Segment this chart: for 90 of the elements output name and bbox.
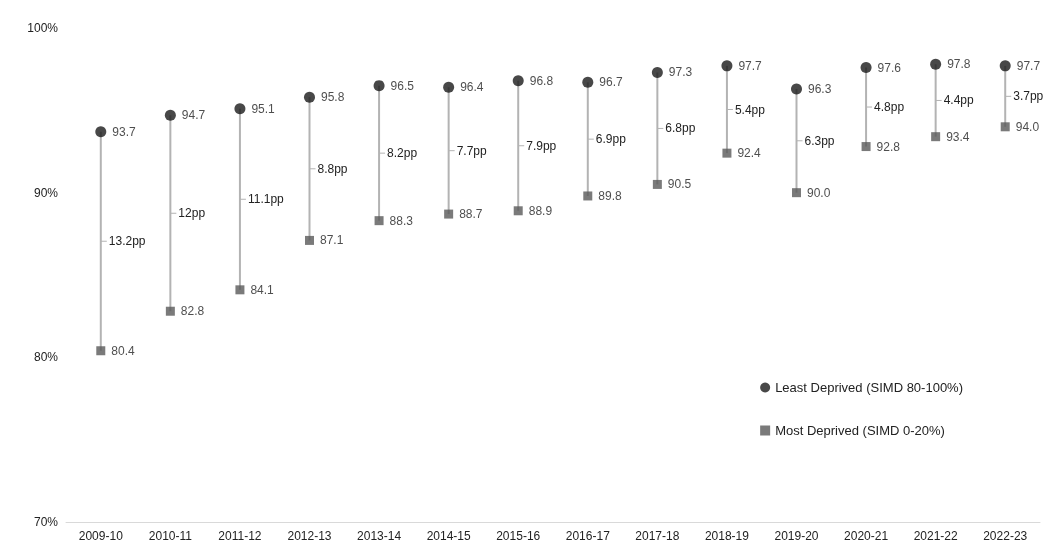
x-tick-label: 2015-16 bbox=[496, 529, 541, 543]
data-label: 96.5 bbox=[390, 78, 415, 93]
data-label: 88.7 bbox=[459, 207, 483, 222]
point bbox=[444, 209, 454, 219]
point bbox=[792, 188, 801, 198]
point bbox=[861, 142, 871, 152]
y-tick-label: 100% bbox=[27, 21, 59, 35]
data-label: 96.4 bbox=[460, 80, 484, 95]
point bbox=[721, 60, 733, 72]
x-tick-label: 2014-15 bbox=[426, 529, 471, 543]
annotation: 4.8pp bbox=[874, 100, 905, 115]
data-label: 93.7 bbox=[112, 124, 136, 139]
data-label: 92.8 bbox=[876, 139, 901, 154]
data-label: 97.7 bbox=[738, 58, 763, 73]
point bbox=[513, 206, 523, 216]
data-label: 97.3 bbox=[668, 65, 693, 80]
x-tick-label: 2020-21 bbox=[844, 529, 889, 543]
point bbox=[931, 132, 941, 142]
data-label: 96.8 bbox=[529, 73, 554, 88]
y-tick-label: 70% bbox=[33, 515, 59, 529]
point bbox=[999, 60, 1011, 72]
x-tick-label: 2022-23 bbox=[983, 529, 1028, 543]
data-label: 94.7 bbox=[181, 108, 206, 123]
annotation: 6.8pp bbox=[665, 121, 696, 136]
x-tick-label: 2013-14 bbox=[357, 529, 402, 543]
x-tick-label: 2017-18 bbox=[635, 529, 680, 543]
x-tick-label: 2010-11 bbox=[148, 529, 193, 543]
annotation: 11.1pp bbox=[247, 192, 285, 207]
data-label: 93.4 bbox=[946, 129, 970, 144]
annotation: 7.7pp bbox=[456, 143, 487, 158]
point bbox=[582, 76, 594, 88]
data-label: 96.7 bbox=[599, 75, 623, 90]
point bbox=[1000, 122, 1010, 132]
data-label: 90.0 bbox=[807, 185, 831, 200]
data-label: 94.0 bbox=[1015, 119, 1040, 134]
point bbox=[860, 62, 872, 74]
data-label: 88.3 bbox=[389, 213, 414, 228]
x-tick-label: 2021-22 bbox=[913, 529, 958, 543]
annotation: 12pp bbox=[178, 206, 206, 221]
x-tick-label: 2012-13 bbox=[287, 529, 332, 543]
annotation: 6.3pp bbox=[804, 133, 835, 148]
data-label: 97.7 bbox=[1016, 58, 1041, 73]
legend-label: Most Deprived (SIMD 0-20%) bbox=[775, 423, 945, 438]
y-tick-label: 90% bbox=[33, 185, 59, 200]
data-label: 89.8 bbox=[598, 188, 622, 203]
y-tick-label: 80% bbox=[33, 350, 59, 365]
data-label: 92.4 bbox=[737, 146, 762, 161]
point bbox=[583, 191, 593, 201]
legend-label: Least Deprived (SIMD 80-100%) bbox=[775, 380, 963, 395]
point bbox=[304, 91, 315, 103]
data-label: 95.1 bbox=[251, 101, 276, 116]
point bbox=[95, 126, 107, 138]
point bbox=[234, 103, 246, 115]
x-tick-label: 2018-19 bbox=[704, 529, 750, 543]
annotation: 4.4pp bbox=[943, 93, 974, 108]
point bbox=[373, 80, 385, 92]
point bbox=[96, 346, 106, 356]
point bbox=[305, 235, 314, 245]
point bbox=[791, 83, 802, 95]
x-tick-label: 2011-12 bbox=[218, 529, 262, 543]
annotation: 6.9pp bbox=[595, 132, 627, 147]
annotation: 7.9pp bbox=[526, 138, 557, 153]
data-label: 96.3 bbox=[808, 81, 832, 96]
point bbox=[930, 58, 942, 70]
x-tick-label: 2016-17 bbox=[565, 529, 611, 543]
point bbox=[651, 66, 663, 78]
point bbox=[164, 109, 176, 121]
x-tick-label: 2009-10 bbox=[78, 529, 124, 543]
x-tick-label: 2019-20 bbox=[774, 529, 819, 543]
data-label: 97.8 bbox=[947, 57, 971, 72]
annotation: 8.8pp bbox=[317, 161, 348, 176]
annotation: 5.4pp bbox=[734, 102, 766, 117]
data-label: 87.1 bbox=[320, 233, 344, 248]
point bbox=[235, 285, 245, 295]
annotation: 13.2pp bbox=[108, 234, 146, 249]
point bbox=[512, 75, 524, 87]
data-label: 88.9 bbox=[528, 203, 553, 218]
data-label: 97.6 bbox=[877, 60, 902, 75]
data-label: 80.4 bbox=[111, 343, 135, 358]
annotation: 3.7pp bbox=[1013, 89, 1044, 104]
point bbox=[374, 216, 384, 226]
point bbox=[722, 148, 732, 158]
data-label: 84.1 bbox=[250, 282, 275, 297]
data-label: 82.8 bbox=[180, 304, 205, 319]
point bbox=[443, 81, 455, 93]
data-label: 90.5 bbox=[667, 177, 692, 192]
point bbox=[165, 306, 175, 316]
point bbox=[652, 179, 662, 189]
annotation: 8.2pp bbox=[387, 146, 418, 161]
data-label: 95.8 bbox=[321, 90, 345, 105]
